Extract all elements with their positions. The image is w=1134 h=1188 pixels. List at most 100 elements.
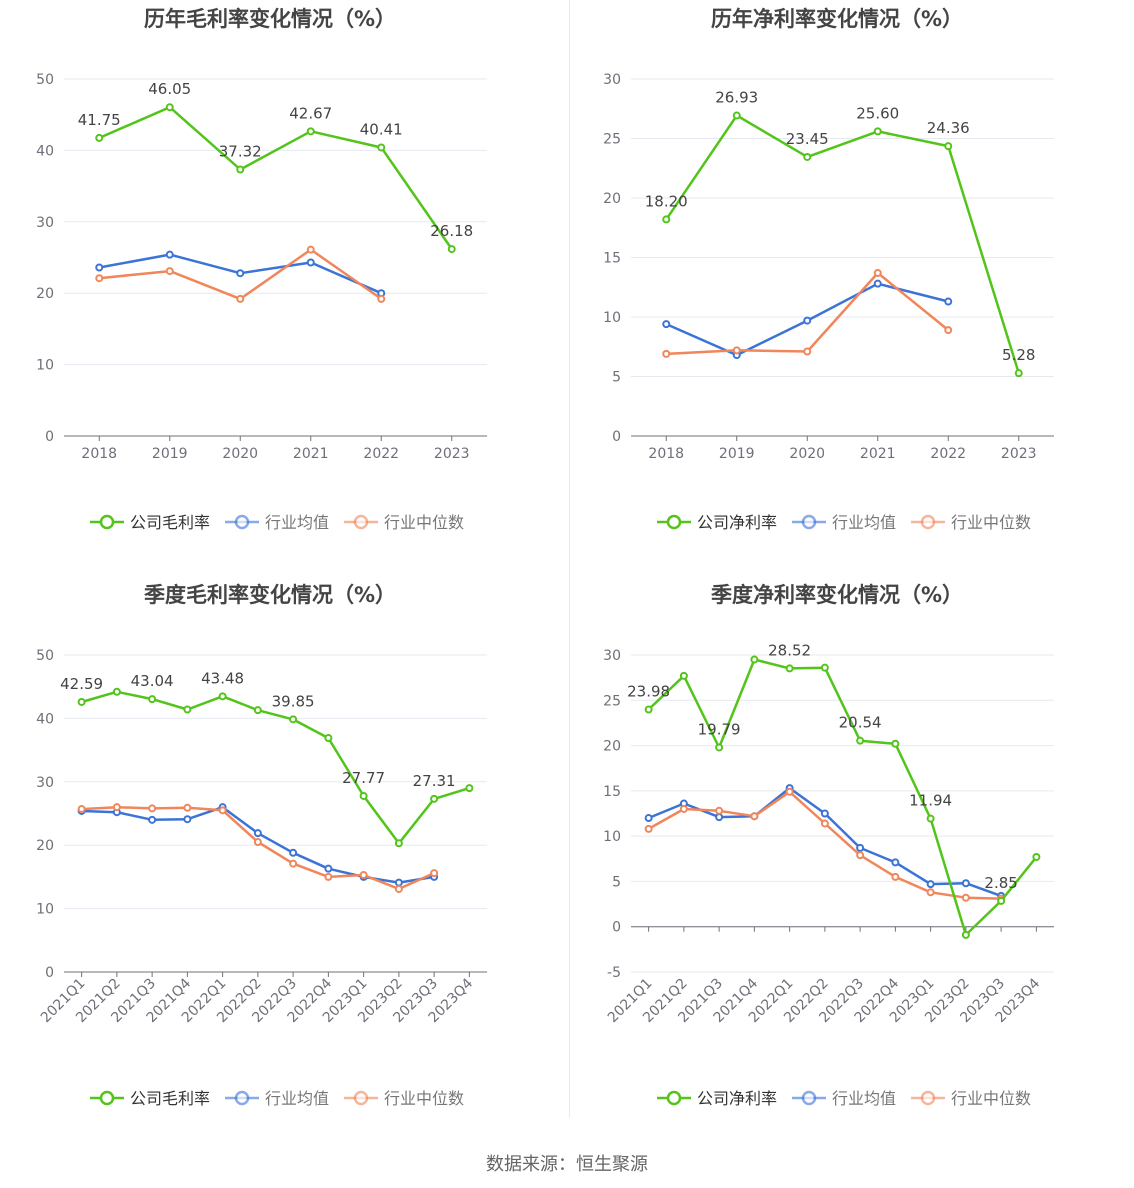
y-tick-label: 30 xyxy=(36,215,54,231)
legend-item-median: 行业中位数 xyxy=(344,1089,464,1108)
data-point-avg xyxy=(148,815,157,824)
x-tick-label: 2021 xyxy=(293,446,329,462)
legend-item-company: 公司毛利率 xyxy=(90,513,210,532)
y-tick-label: 0 xyxy=(45,965,54,981)
y-tick-label: 40 xyxy=(36,143,54,159)
legend-label: 行业中位数 xyxy=(951,513,1031,532)
data-point-company xyxy=(644,705,653,714)
chart-quarterly-net-margin: 季度净利率变化情况（%）-50510152025302021Q12021Q220… xyxy=(603,583,1054,1108)
legend-label: 公司净利率 xyxy=(697,513,777,532)
chart-panel-annual-gross: 历年毛利率变化情况（%） 0 10 20 30 40 50 2018 2019 2020 2021 2… xyxy=(0,0,567,576)
data-point-avg xyxy=(183,815,192,824)
y-tick-label: 25 xyxy=(603,693,621,709)
legend-item-avg: 行业均值 xyxy=(225,1089,329,1108)
legend-item-avg: 行业均值 xyxy=(792,513,896,532)
data-point-avg xyxy=(253,829,262,838)
legend-item-company: 公司净利率 xyxy=(657,513,777,532)
chart-title: 历年净利率变化情况（%） xyxy=(711,7,963,31)
data-point-company xyxy=(77,697,86,706)
legend-marker xyxy=(353,514,369,530)
data-point-company xyxy=(430,794,439,803)
data-point-avg xyxy=(891,858,900,867)
data-point-company xyxy=(856,736,865,745)
legend-label: 行业中位数 xyxy=(384,1089,464,1108)
x-tick-label: 2021 xyxy=(860,446,896,462)
data-point-median xyxy=(148,804,157,813)
data-point-company xyxy=(324,734,333,743)
data-point-avg xyxy=(394,878,403,887)
y-tick-label: 10 xyxy=(603,310,621,326)
y-tick-label: 50 xyxy=(36,648,54,664)
data-point-company xyxy=(253,706,262,715)
y-tick-label: 0 xyxy=(612,429,621,445)
chart-panel-quarterly-gross: 季度毛利率变化情况（%） 0 10 20 30 40 50 2021Q1 2021Q2 2021Q… xyxy=(0,576,567,1152)
legend-label: 行业均值 xyxy=(265,1089,329,1108)
legend-label: 公司毛利率 xyxy=(130,513,210,532)
chart-title: 季度净利率变化情况（%） xyxy=(711,583,963,607)
data-point-median xyxy=(732,346,741,355)
y-tick-label: 30 xyxy=(603,648,621,664)
x-tick-label: 2022 xyxy=(363,446,399,462)
legend-item-company: 公司净利率 xyxy=(657,1089,777,1108)
data-label: 28.52 xyxy=(768,641,811,659)
data-point-company xyxy=(306,127,315,136)
data-point-company xyxy=(997,896,1006,905)
data-point-avg xyxy=(715,813,724,822)
data-label: 46.05 xyxy=(148,80,191,98)
x-tick-label: 2020 xyxy=(222,446,258,462)
legend-item-avg: 行业均值 xyxy=(225,513,329,532)
data-point-avg xyxy=(165,250,174,259)
data-point-company xyxy=(926,814,935,823)
series-line-company xyxy=(98,105,453,250)
series-line-company xyxy=(81,690,470,845)
legend-marker xyxy=(666,1090,682,1106)
data-point-avg xyxy=(820,809,829,818)
legend-item-median: 行业中位数 xyxy=(344,513,464,532)
data-point-median xyxy=(662,349,671,358)
data-label: 27.31 xyxy=(413,772,456,790)
legend-marker xyxy=(99,1090,115,1106)
legend-label: 行业中位数 xyxy=(951,1089,1031,1108)
data-label: 11.94 xyxy=(909,792,952,810)
chart-annual-gross-margin: 历年毛利率变化情况（%） 0 10 20 30 40 50 2018 2019 2020 2021 2… xyxy=(36,7,487,532)
legend-marker xyxy=(234,1090,250,1106)
legend-marker xyxy=(234,514,250,530)
data-label: 37.32 xyxy=(219,143,262,161)
data-point-company xyxy=(377,143,386,152)
chart-panel-annual-net: 历年净利率变化情况（%） 0 5 10 15 20 25 30 2018 2019 2020 2021… xyxy=(567,0,1134,576)
data-point-avg xyxy=(306,258,315,267)
data-point-median xyxy=(944,326,953,335)
data-point-company xyxy=(447,245,456,254)
data-point-median xyxy=(165,267,174,276)
x-tick-label: 2019 xyxy=(152,446,188,462)
x-tick-label: 2018 xyxy=(648,446,684,462)
series-line-company xyxy=(647,658,1038,937)
data-point-avg xyxy=(944,297,953,306)
x-tick-label: 2020 xyxy=(789,446,825,462)
y-tick-label: 15 xyxy=(603,784,621,800)
data-point-median xyxy=(289,859,298,868)
data-label: 2.85 xyxy=(984,874,1017,892)
panel-divider xyxy=(569,0,570,1118)
y-tick-label: 25 xyxy=(603,132,621,148)
data-point-company xyxy=(359,791,368,800)
legend-label: 公司毛利率 xyxy=(130,1089,210,1108)
legend-marker xyxy=(666,514,682,530)
data-point-median xyxy=(306,245,315,254)
y-tick-label: 10 xyxy=(36,902,54,918)
legend-label: 公司净利率 xyxy=(697,1089,777,1108)
data-label: 5.28 xyxy=(1002,346,1035,364)
data-point-company xyxy=(465,784,474,793)
legend-marker xyxy=(920,514,936,530)
data-label: 27.77 xyxy=(342,769,385,787)
y-tick-label: 20 xyxy=(603,739,621,755)
y-tick-label: 5 xyxy=(612,370,621,386)
data-point-median xyxy=(961,893,970,902)
data-label: 40.41 xyxy=(360,120,403,138)
data-point-company xyxy=(148,695,157,704)
legend-item-company: 公司毛利率 xyxy=(90,1089,210,1108)
data-label: 24.36 xyxy=(927,119,970,137)
data-point-median xyxy=(183,803,192,812)
data-point-median xyxy=(926,888,935,897)
data-point-company xyxy=(803,152,812,161)
